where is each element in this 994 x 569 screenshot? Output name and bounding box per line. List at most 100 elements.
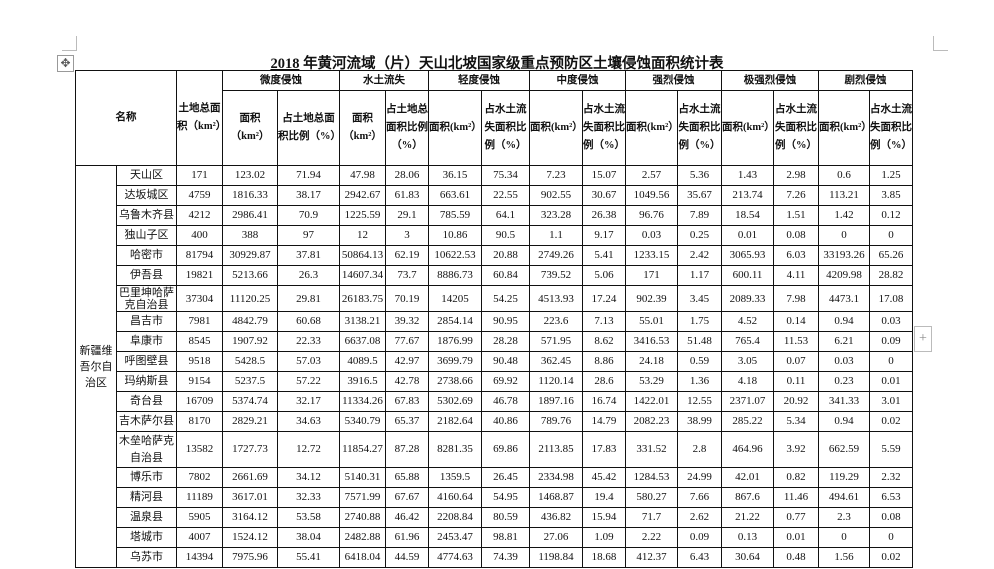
value-cell: 11.46 xyxy=(773,487,819,508)
value-cell: 1284.53 xyxy=(625,467,678,488)
value-cell: 12.72 xyxy=(277,431,340,468)
value-cell: 285.22 xyxy=(721,411,774,432)
value-cell: 20.88 xyxy=(481,245,530,266)
value-cell: 1897.16 xyxy=(529,391,583,412)
table-row: 新疆维吾尔自治区 天山区 171 123.02 71.94 47.98 28.06 36.15… xyxy=(75,165,913,568)
header-sub: 占土地总面积比例（%） xyxy=(277,90,340,166)
county-name: 塔城市 xyxy=(116,527,177,548)
value-cell: 0.07 xyxy=(773,351,819,372)
value-cell: 19.4 xyxy=(582,487,626,508)
value-cell: 3.45 xyxy=(677,285,722,312)
table-row: 木垒哈萨克自治县 13582 1727.73 12.72 11854.27 87.28 82… xyxy=(76,431,913,468)
value-cell: 2453.47 xyxy=(428,527,482,548)
value-cell: 113.21 xyxy=(818,185,870,206)
value-cell: 28.06 xyxy=(385,165,429,186)
value-cell: 0.03 xyxy=(869,311,913,332)
value-cell: 3.92 xyxy=(773,431,819,468)
value-cell: 32.33 xyxy=(277,487,340,508)
value-cell: 54.25 xyxy=(481,285,530,312)
value-cell: 331.52 xyxy=(625,431,678,468)
value-cell: 45.42 xyxy=(582,467,626,488)
value-cell: 36.15 xyxy=(428,165,482,186)
value-cell: 6418.04 xyxy=(339,547,386,568)
value-cell: 0.94 xyxy=(818,411,870,432)
value-cell: 3 xyxy=(385,225,429,246)
value-cell: 2208.84 xyxy=(428,507,482,528)
value-cell: 80.59 xyxy=(481,507,530,528)
table-row: 独山子区 400 388 97 12 3 10.86 90.5 1.1 9.17 0.03 0.25 0… xyxy=(76,225,913,246)
value-cell: 53.58 xyxy=(277,507,340,528)
value-cell: 2.22 xyxy=(625,527,678,548)
header-land-total: 土地总面积（km²） xyxy=(176,70,223,166)
county-name: 达坂城区 xyxy=(116,185,177,206)
value-cell: 13582 xyxy=(176,431,223,468)
value-cell: 1225.59 xyxy=(339,205,386,226)
value-cell: 223.6 xyxy=(529,311,583,332)
value-cell: 4089.5 xyxy=(339,351,386,372)
table-row: 塔城市 4007 1524.12 38.04 2482.88 61.96 2453.47 98… xyxy=(76,527,913,548)
value-cell: 7.98 xyxy=(773,285,819,312)
header-group: 强烈侵蚀 xyxy=(625,70,722,91)
value-cell: 17.24 xyxy=(582,285,626,312)
value-cell: 42.78 xyxy=(385,371,429,392)
region-cell: 新疆维吾尔自治区 xyxy=(75,165,117,568)
county-name: 昌吉市 xyxy=(116,311,177,332)
table-row: 乌苏市 14394 7975.96 55.41 6418.04 44.59 4774.63 7… xyxy=(76,547,913,568)
county-name: 天山区 xyxy=(116,165,177,186)
value-cell: 0.08 xyxy=(869,507,913,528)
value-cell: 22.33 xyxy=(277,331,340,352)
value-cell: 0.09 xyxy=(869,331,913,352)
value-cell: 4.11 xyxy=(773,265,819,286)
value-cell: 6.53 xyxy=(869,487,913,508)
value-cell: 9154 xyxy=(176,371,223,392)
county-name: 吉木萨尔县 xyxy=(116,411,177,432)
value-cell: 16.74 xyxy=(582,391,626,412)
value-cell: 0.82 xyxy=(773,467,819,488)
county-name: 奇台县 xyxy=(116,391,177,412)
value-cell: 1.25 xyxy=(869,165,913,186)
value-cell: 4.52 xyxy=(721,311,774,332)
value-cell: 5428.5 xyxy=(222,351,278,372)
value-cell: 5140.31 xyxy=(339,467,386,488)
value-cell: 10622.53 xyxy=(428,245,482,266)
value-cell: 38.99 xyxy=(677,411,722,432)
value-cell: 30929.87 xyxy=(222,245,278,266)
value-cell: 400 xyxy=(176,225,223,246)
value-cell: 40.86 xyxy=(481,411,530,432)
value-cell: 7.89 xyxy=(677,205,722,226)
value-cell: 6.43 xyxy=(677,547,722,568)
value-cell: 4.18 xyxy=(721,371,774,392)
value-cell: 1.42 xyxy=(818,205,870,226)
value-cell: 32.17 xyxy=(277,391,340,412)
value-cell: 26.38 xyxy=(582,205,626,226)
value-cell: 785.59 xyxy=(428,205,482,226)
value-cell: 5.06 xyxy=(582,265,626,286)
value-cell: 90.5 xyxy=(481,225,530,246)
value-cell: 5374.74 xyxy=(222,391,278,412)
value-cell: 98.81 xyxy=(481,527,530,548)
value-cell: 6.03 xyxy=(773,245,819,266)
value-cell: 2.8 xyxy=(677,431,722,468)
plus-icon: + xyxy=(919,331,927,346)
value-cell: 0.94 xyxy=(818,311,870,332)
value-cell: 2854.14 xyxy=(428,311,482,332)
value-cell: 18.68 xyxy=(582,547,626,568)
add-column-button[interactable]: + xyxy=(914,326,932,352)
value-cell: 60.84 xyxy=(481,265,530,286)
header-sub: 占水土流失面积比例（%） xyxy=(677,90,722,166)
value-cell: 2661.69 xyxy=(222,467,278,488)
county-name: 博乐市 xyxy=(116,467,177,488)
value-cell: 8.86 xyxy=(582,351,626,372)
value-cell: 34.63 xyxy=(277,411,340,432)
value-cell: 1876.99 xyxy=(428,331,482,352)
value-cell: 19821 xyxy=(176,265,223,286)
value-cell: 81794 xyxy=(176,245,223,266)
table-row: 巴里坤哈萨克自治县 37304 11120.25 29.81 26183.75 70.19… xyxy=(76,285,913,312)
value-cell: 0.01 xyxy=(869,371,913,392)
value-cell: 0.59 xyxy=(677,351,722,372)
value-cell: 2829.21 xyxy=(222,411,278,432)
value-cell: 0.14 xyxy=(773,311,819,332)
value-cell: 0.02 xyxy=(869,411,913,432)
value-cell: 2942.67 xyxy=(339,185,386,206)
move-icon[interactable]: ✥ xyxy=(57,55,74,72)
